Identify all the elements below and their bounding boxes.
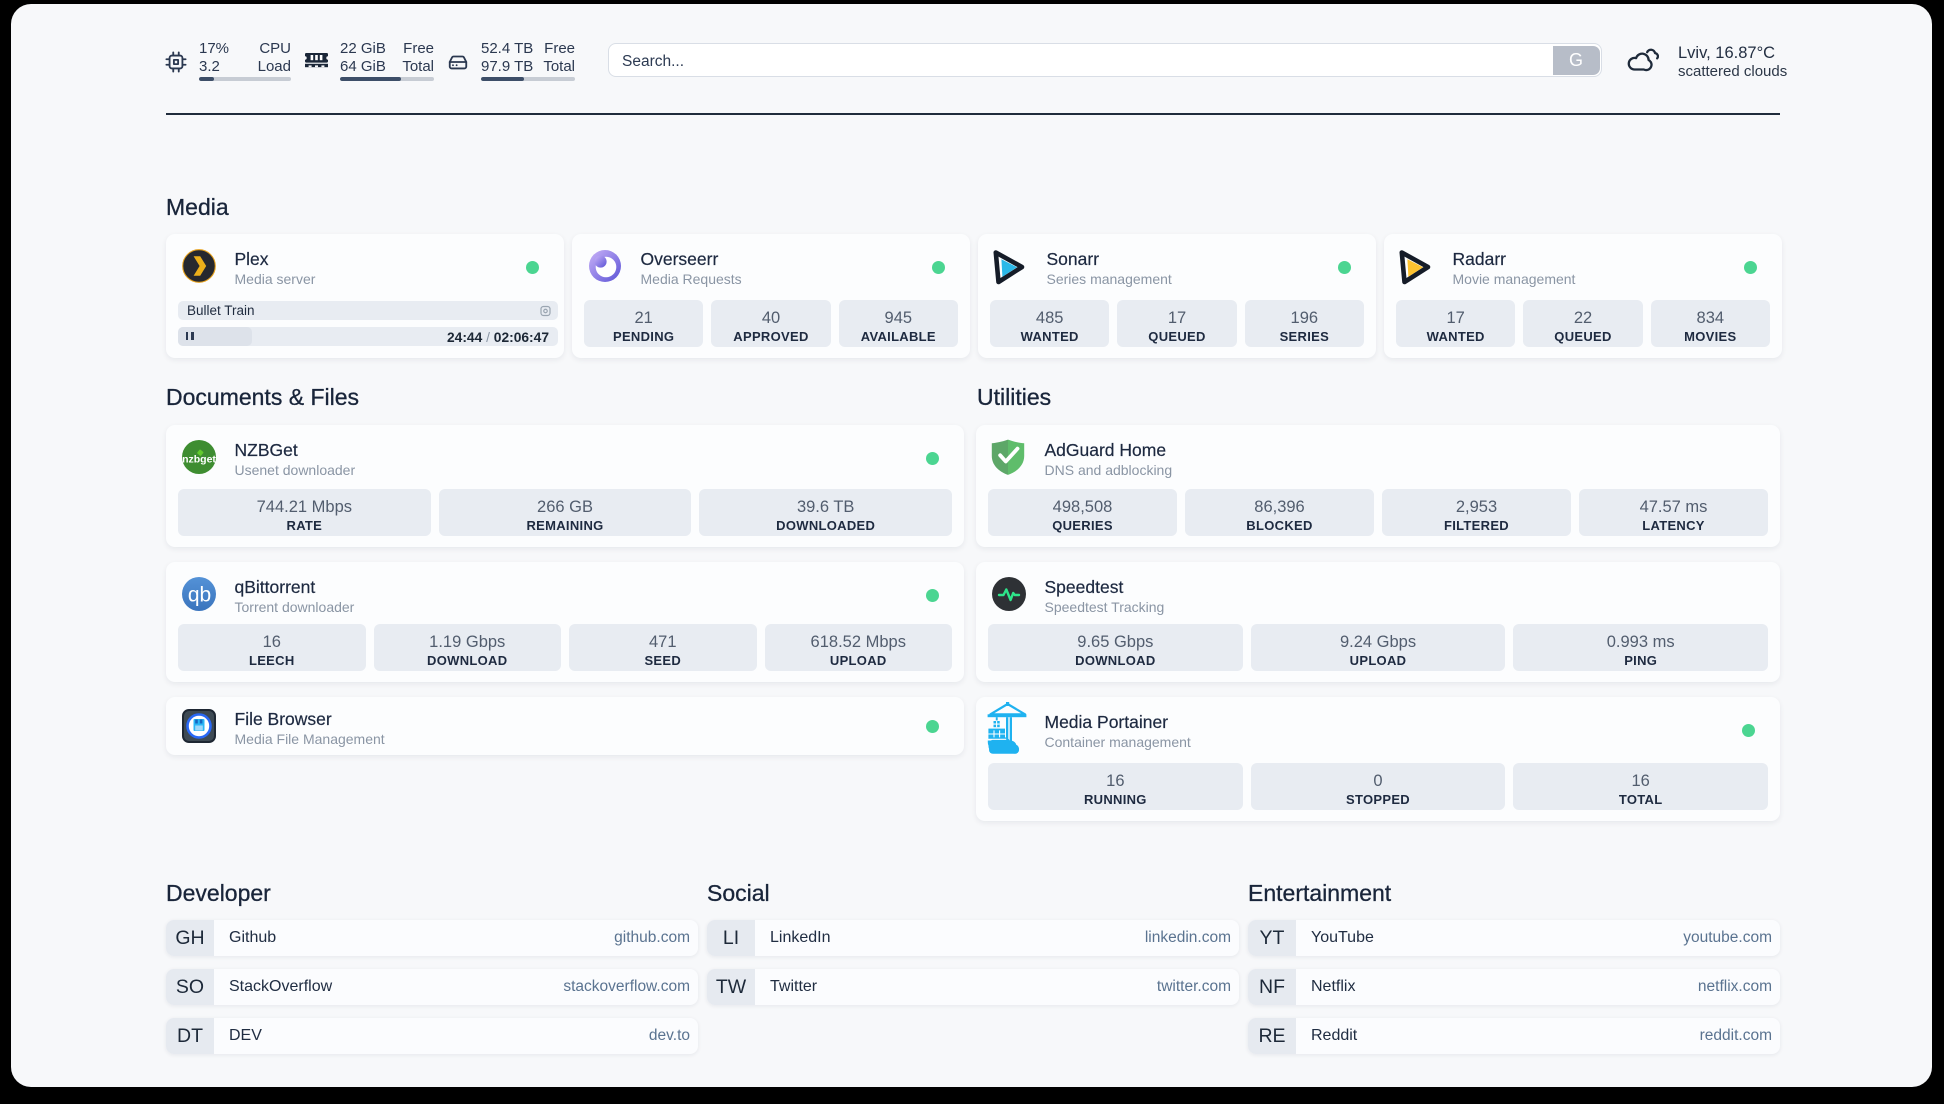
svg-text:qb: qb [187,584,210,607]
svg-text:nzbget: nzbget [182,454,216,466]
